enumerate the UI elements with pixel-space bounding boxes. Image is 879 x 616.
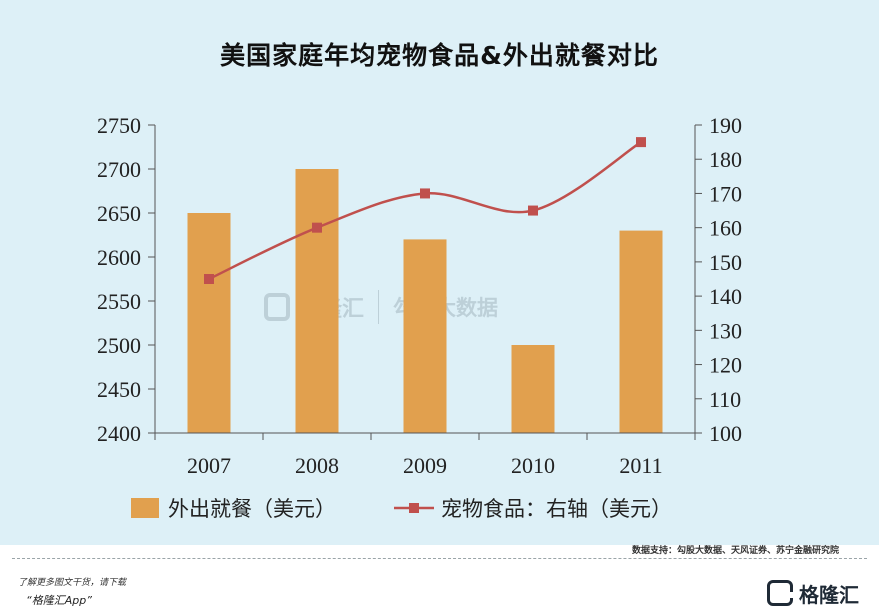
legend: 外出就餐（美元） 宠物食品：右轴（美元） [131, 497, 672, 521]
x-tick-label-2009: 2009 [403, 453, 447, 478]
x-tick-label-2010: 2010 [511, 453, 555, 478]
footer-logo-text: 格隆汇 [799, 582, 859, 607]
watermark-logo-icon [264, 293, 290, 321]
bar-2008 [295, 169, 339, 433]
legend-bar-label: 外出就餐（美元） [168, 497, 336, 521]
left-tick-label: 2700 [97, 157, 141, 182]
legend-line-label: 宠物食品：右轴（美元） [441, 497, 672, 521]
left-tick-label: 2400 [97, 421, 141, 446]
footer-logo[interactable]: 格隆汇 [767, 578, 859, 608]
axes [148, 124, 702, 440]
line-marker-2010 [528, 205, 538, 216]
right-tick-label: 190 [709, 113, 742, 138]
left-tick-label: 2600 [97, 245, 141, 270]
left-tick-label: 2550 [97, 289, 141, 314]
right-tick-label: 140 [709, 284, 742, 309]
watermark-separator [378, 290, 380, 324]
line-marker-2011 [636, 137, 646, 148]
logo-icon [767, 580, 793, 606]
right-tick-label: 100 [709, 421, 742, 446]
chart-title: 美国家庭年均宠物食品&外出就餐对比 [220, 41, 659, 70]
legend-line-marker [409, 503, 419, 513]
x-tick-label-2008: 2008 [295, 453, 339, 478]
chart-canvas: 2400 2450 2500 2550 2600 2650 2700 2750 100 110 12… [97, 113, 742, 521]
line-marker-2009 [420, 188, 430, 199]
tick-labels: 2400 2450 2500 2550 2600 2650 2700 2750 100 110 12… [97, 113, 742, 478]
left-tick-label: 2750 [97, 113, 141, 138]
legend-bar-swatch [131, 498, 159, 518]
right-tick-label: 130 [709, 318, 742, 343]
right-tick-label: 180 [709, 147, 742, 172]
left-tick-label: 2500 [97, 333, 141, 358]
line-marker-2008 [312, 222, 322, 233]
bar-2009 [403, 239, 447, 433]
bar-2010 [511, 345, 555, 433]
footer-app-name[interactable]: “格隆汇App” [26, 594, 92, 607]
left-tick-label: 2650 [97, 201, 141, 226]
right-tick-label: 160 [709, 216, 742, 241]
bar-2011 [619, 230, 663, 433]
line-series [204, 137, 646, 284]
footer-download-prompt: 了解更多图文干货，请下载 [18, 578, 127, 588]
right-tick-label: 170 [709, 181, 742, 206]
right-tick-label: 150 [709, 250, 742, 275]
bar-series [187, 169, 663, 433]
x-tick-label-2011: 2011 [619, 453, 662, 478]
line-marker-2007 [204, 274, 214, 284]
source-note: 数据支持：勾股大数据、天风证券、苏宁金融研究院 [631, 546, 839, 556]
left-tick-label: 2450 [97, 377, 141, 402]
x-tick-label-2007: 2007 [187, 453, 231, 478]
right-tick-label: 110 [709, 387, 741, 412]
right-tick-label: 120 [709, 353, 742, 378]
footer-divider [12, 558, 867, 559]
bar-2007 [187, 213, 231, 433]
